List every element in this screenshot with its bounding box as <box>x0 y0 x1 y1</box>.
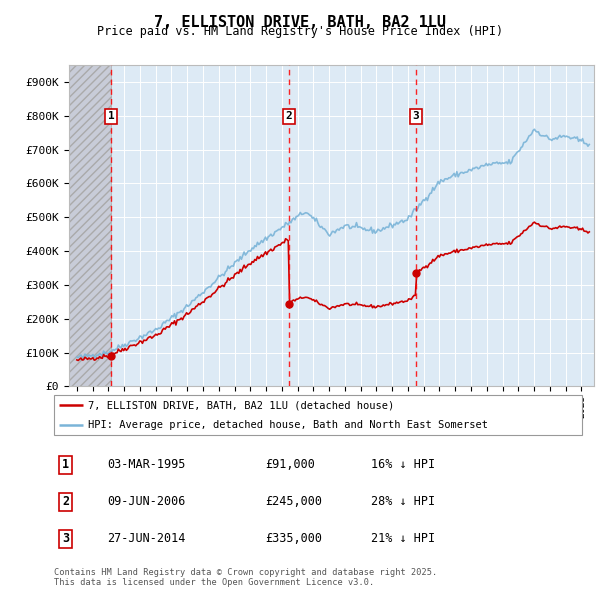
Text: 28% ↓ HPI: 28% ↓ HPI <box>371 496 435 509</box>
Text: £335,000: £335,000 <box>265 532 322 545</box>
FancyBboxPatch shape <box>54 395 582 435</box>
Point <box>284 299 293 308</box>
Text: 1: 1 <box>108 112 115 122</box>
Text: 03-MAR-1995: 03-MAR-1995 <box>107 458 185 471</box>
Text: £91,000: £91,000 <box>265 458 315 471</box>
Bar <box>69 65 111 386</box>
Text: £245,000: £245,000 <box>265 496 322 509</box>
Text: 16% ↓ HPI: 16% ↓ HPI <box>371 458 435 471</box>
Text: Contains HM Land Registry data © Crown copyright and database right 2025.
This d: Contains HM Land Registry data © Crown c… <box>54 568 437 587</box>
Point <box>411 268 421 278</box>
Text: 3: 3 <box>412 112 419 122</box>
Text: 21% ↓ HPI: 21% ↓ HPI <box>371 532 435 545</box>
Text: 7, ELLISTON DRIVE, BATH, BA2 1LU (detached house): 7, ELLISTON DRIVE, BATH, BA2 1LU (detach… <box>88 401 395 410</box>
Text: 2: 2 <box>286 112 292 122</box>
Text: 3: 3 <box>62 532 69 545</box>
Text: 7, ELLISTON DRIVE, BATH, BA2 1LU: 7, ELLISTON DRIVE, BATH, BA2 1LU <box>154 15 446 30</box>
Text: 09-JUN-2006: 09-JUN-2006 <box>107 496 185 509</box>
Text: HPI: Average price, detached house, Bath and North East Somerset: HPI: Average price, detached house, Bath… <box>88 421 488 430</box>
Point <box>106 351 116 360</box>
Text: 1: 1 <box>62 458 69 471</box>
Text: 27-JUN-2014: 27-JUN-2014 <box>107 532 185 545</box>
Text: Price paid vs. HM Land Registry's House Price Index (HPI): Price paid vs. HM Land Registry's House … <box>97 25 503 38</box>
Text: 2: 2 <box>62 496 69 509</box>
